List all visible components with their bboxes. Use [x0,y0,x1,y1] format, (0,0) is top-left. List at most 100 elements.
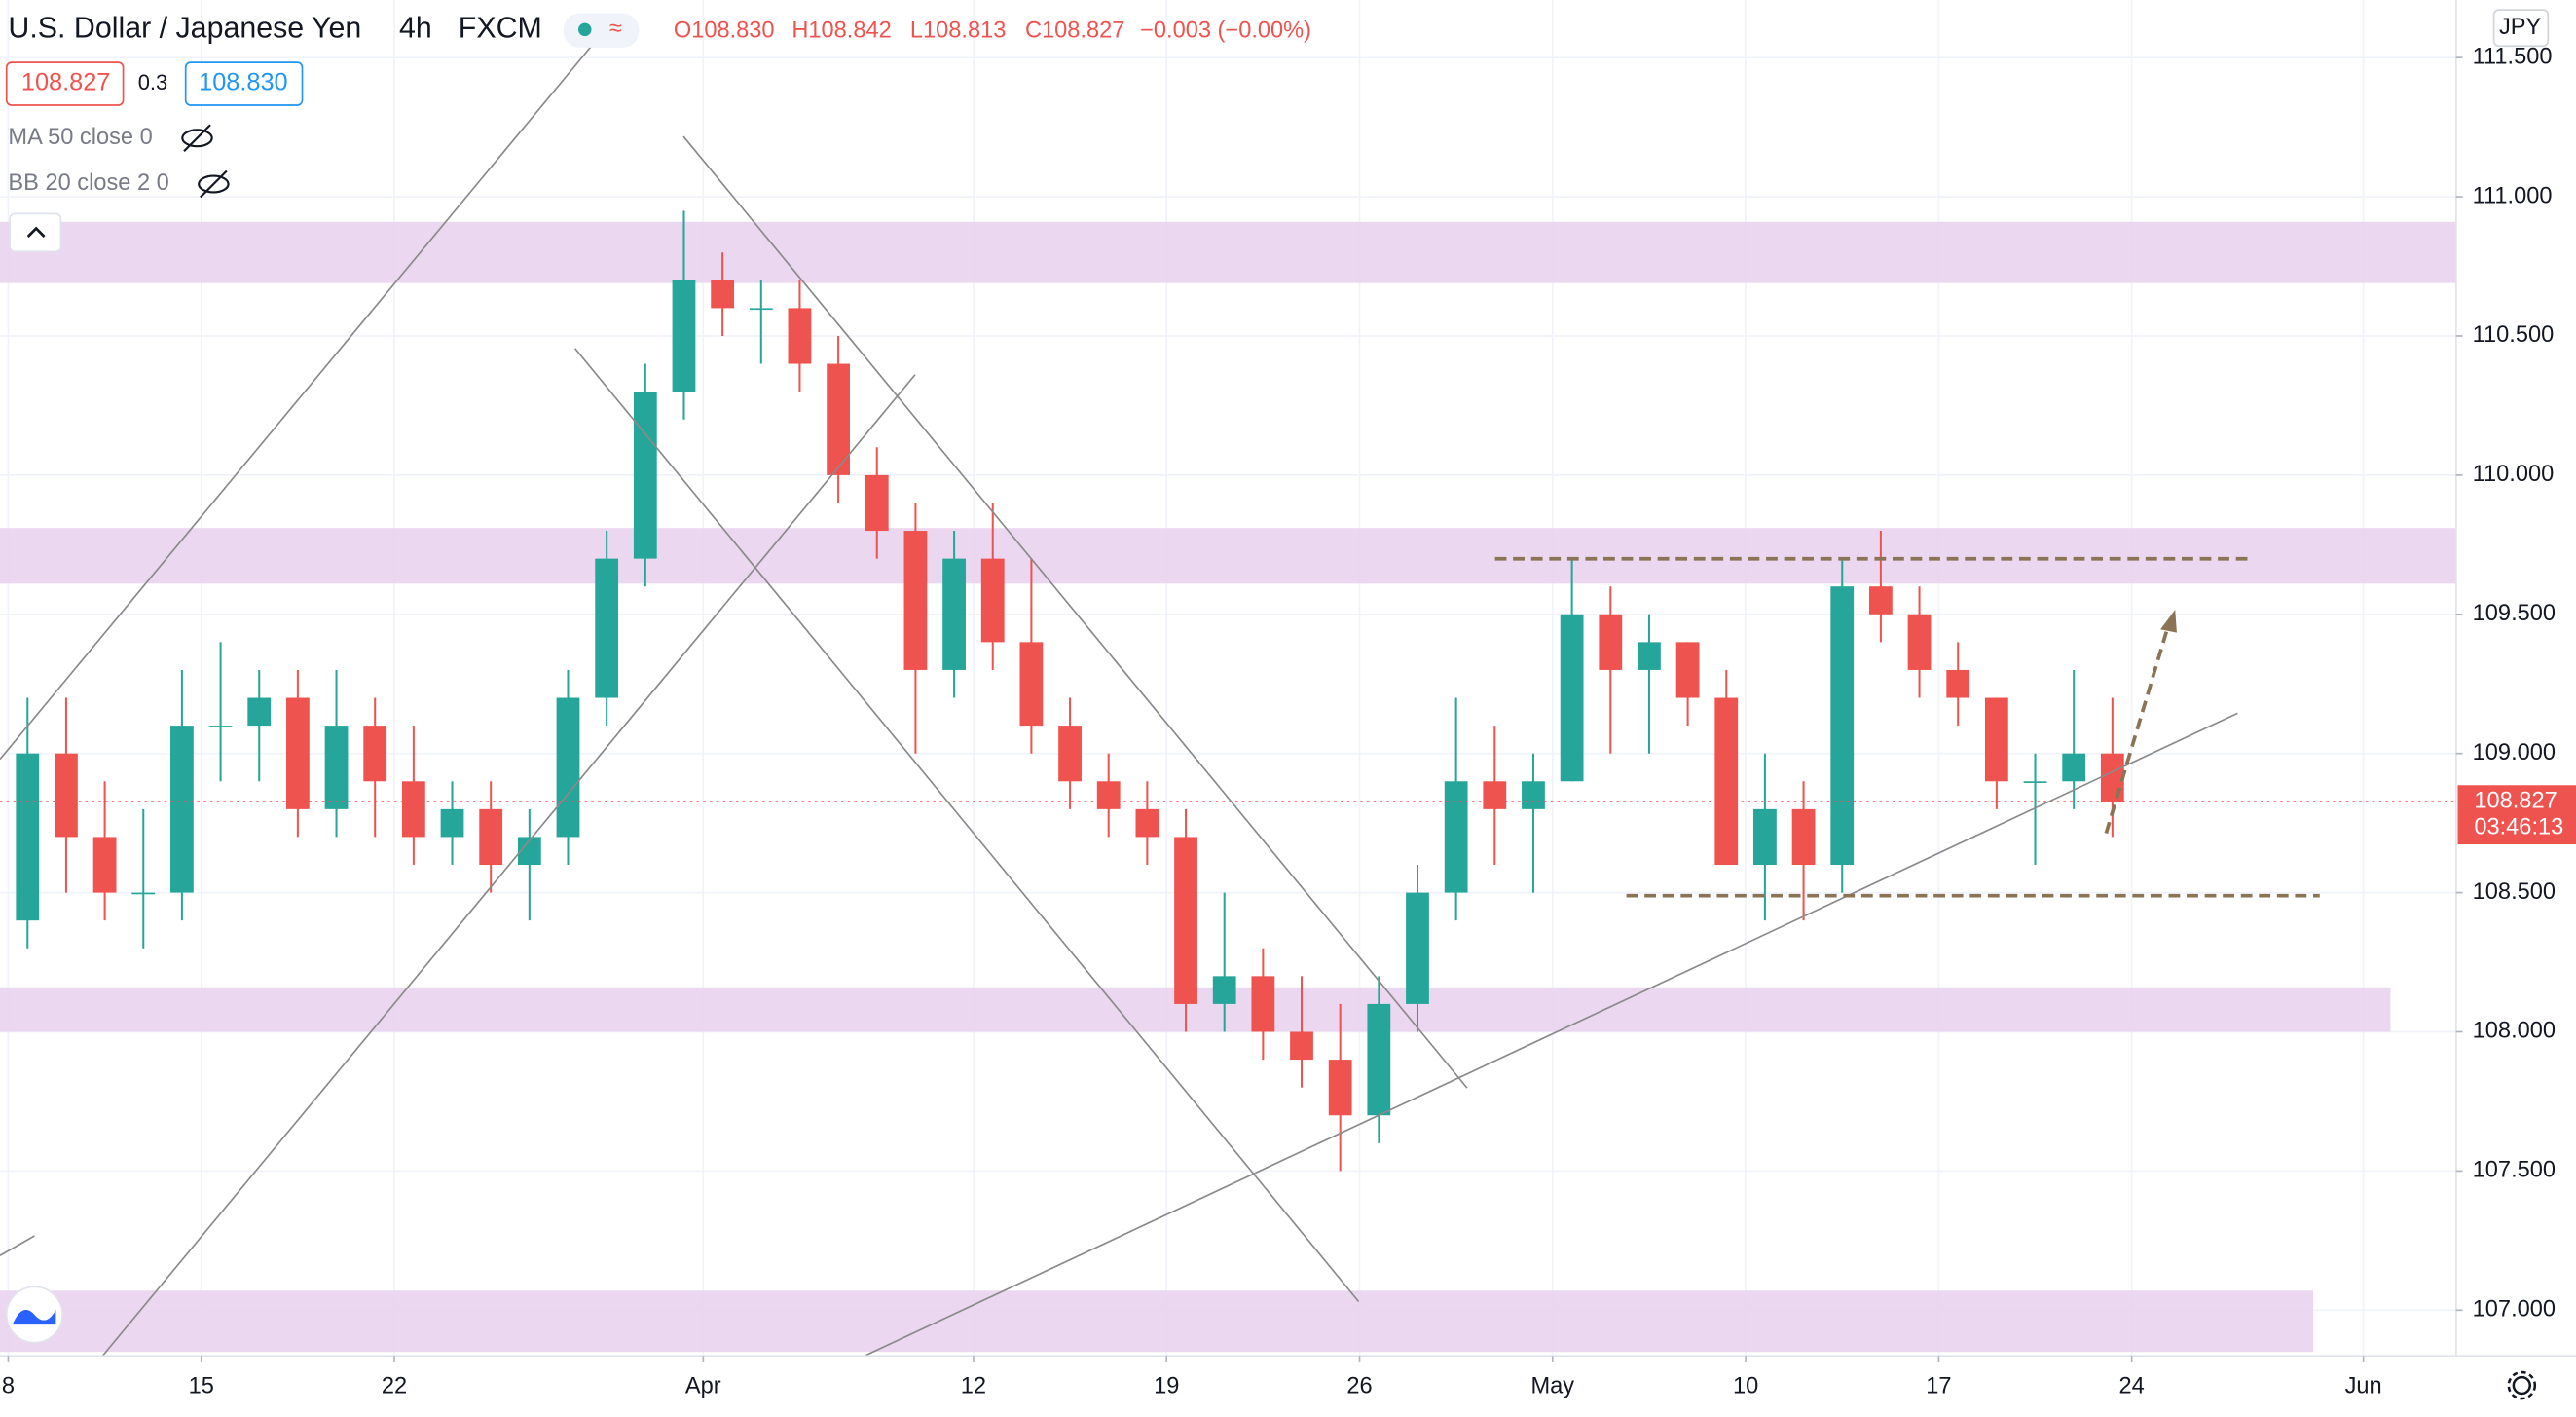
logo-mark [13,1309,56,1325]
candle-body [903,531,928,670]
candle-body [827,363,851,475]
candle-body [1830,586,1855,866]
candle-body [1444,781,1468,893]
status-icon: ≈ [609,17,622,42]
candle-body [1675,642,1700,698]
zone [0,221,2456,283]
candle-body [440,808,464,838]
candle-body [749,308,773,311]
channel-line [97,374,916,1361]
y-tick-label: 107.000 [2473,1297,2556,1323]
candle-body [285,697,310,809]
candle-body [92,837,117,893]
channel-line [573,348,1360,1303]
candle-body [1483,781,1507,809]
symbol: U.S. Dollar / Japanese Yen [8,12,361,44]
candle-body [55,753,78,838]
channel-line [0,35,601,761]
ohlc-low: L108.813 [910,18,1006,43]
x-tick-label: 26 [1346,1373,1372,1398]
candle-body [1868,586,1893,615]
source: FXCM [459,12,542,44]
candle-body [2023,781,2047,783]
y-tick-label: 110.000 [2473,462,2555,487]
y-tick-label: 107.500 [2473,1158,2556,1183]
candle-body [247,697,272,727]
candle-body [401,781,425,838]
candle-body [1946,669,1970,698]
sell-button[interactable] [5,61,125,106]
zone [0,528,2456,584]
candle-body [1522,781,1545,809]
y-tick-label: 111.000 [2473,183,2553,208]
settings-icon[interactable] [2507,1370,2537,1400]
candle-body [363,726,387,782]
ohlc-change: −0.003 (−0.00%) [1140,18,1311,43]
x-tick-label: May [1530,1373,1574,1398]
candle-body [1791,808,1816,866]
indicator-bb: BB 20 close 2 0 [8,170,168,196]
candle-body [208,726,233,727]
candle-body [556,697,580,838]
y-tick-label: 110.500 [2473,322,2555,348]
last-price-label: 108.827 [2474,788,2557,813]
candle-body [517,837,541,866]
candle-body [1599,614,1623,670]
x-tick-label: 17 [1926,1373,1951,1398]
candle-body [2100,753,2124,802]
candle-body [942,558,966,670]
x-tick-label: Apr [685,1373,721,1398]
candle-body [1753,808,1777,866]
candle-body [1135,808,1159,838]
y-tick-label: 109.500 [2473,601,2556,626]
y-tick-label: 109.000 [2473,740,2556,765]
projection-arrow [2104,623,2171,835]
candle-body [711,280,735,309]
candle-body [1367,1003,1391,1116]
candle-body [1096,781,1121,809]
last-price-tag [2457,785,2576,845]
candle-body [1019,642,1044,727]
candle-body [1251,976,1275,1032]
buy-button[interactable] [184,61,304,106]
candle-body [1406,892,1429,1004]
candle-body [16,753,40,921]
currency: JPY [2499,15,2542,40]
x-tick-label: Jun [2345,1373,2382,1398]
ohlc-open: O108.830 [674,18,775,43]
y-tick-label: 108.000 [2473,1019,2556,1044]
channel-line [682,135,1468,1089]
interval: 4h [399,12,432,44]
candle-body [1174,837,1197,1004]
collapse-button[interactable] [9,212,62,253]
status-dot [578,22,592,37]
candle-body [865,474,889,532]
hidden-icon[interactable] [181,124,213,153]
candle-body [1058,726,1082,782]
ohlc-close: C108.827 [1025,18,1124,43]
candle-body [2062,753,2086,782]
candle-body [1212,976,1236,1004]
candle-body [170,726,194,893]
x-tick-label: 24 [2119,1373,2145,1398]
currency-box[interactable] [2492,9,2550,48]
bid: 108.827 [21,69,110,96]
candle-body [1290,1031,1313,1061]
candle-body [788,308,812,364]
candle-body [479,808,503,866]
channel-line [0,1235,35,1256]
trend-lines [0,35,2238,1362]
spread: 0.3 [138,70,167,94]
x-tick-label: 10 [1733,1373,1758,1398]
x-tick-label: 12 [961,1373,986,1398]
status-pill[interactable] [563,13,640,48]
candle-body [131,892,156,895]
x-tick-label: 15 [189,1373,214,1398]
price-axis [2455,0,2576,1412]
indicator-ma: MA 50 close 0 [8,125,152,150]
hidden-icon[interactable] [198,169,230,199]
x-tick-label: 22 [382,1373,407,1398]
candle-body [633,392,657,559]
